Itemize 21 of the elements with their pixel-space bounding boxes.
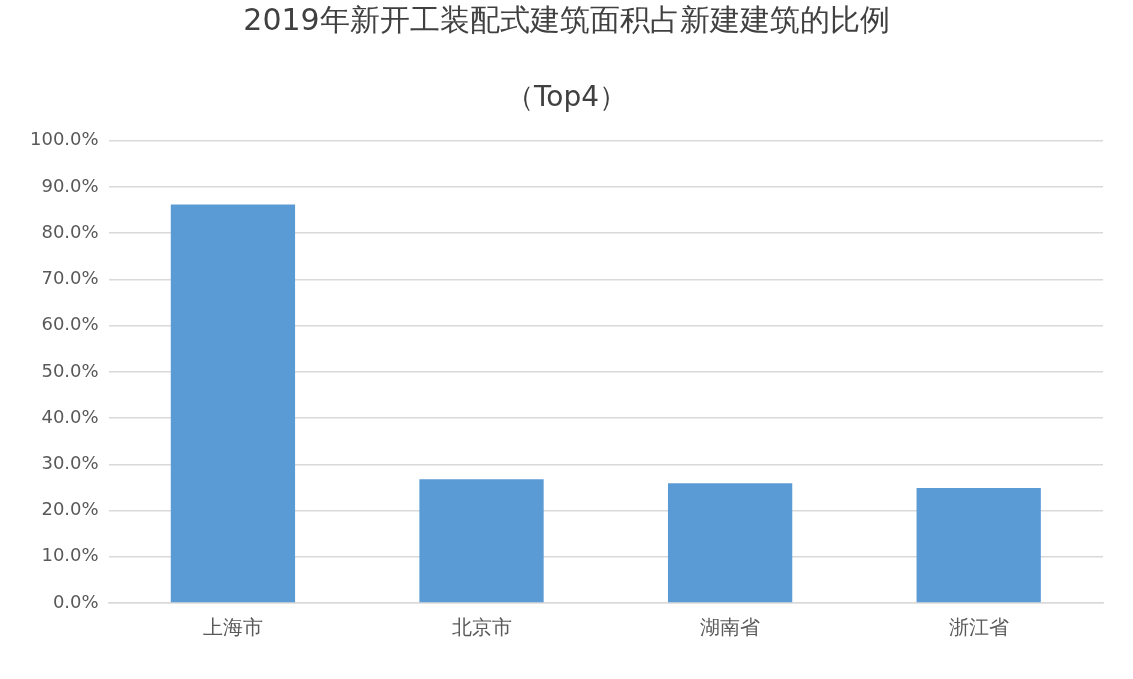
x-tick-label: 上海市 [202,615,263,640]
y-tick-label: 100.0% [29,128,99,150]
bar [419,479,544,603]
y-tick-label: 30.0% [41,452,99,474]
y-tick-label: 70.0% [41,267,99,289]
y-tick-label: 0.0% [52,590,99,612]
bar [916,487,1041,603]
y-tick-label: 10.0% [41,544,99,566]
y-tick-label: 40.0% [41,405,99,427]
x-tick-label: 北京市 [451,615,512,640]
y-tick-label: 20.0% [41,498,99,520]
x-tick-label: 浙江省 [948,615,1009,640]
chart-subtitle: （Top4） [504,79,629,115]
y-tick-label: 60.0% [41,313,99,335]
y-tick-label: 90.0% [41,174,99,196]
bar [170,204,296,603]
chart-title: 2019年新开工装配式建筑面积占新建建筑的比例 [242,1,891,39]
y-tick-label: 80.0% [41,220,99,242]
y-tick-label: 50.0% [41,359,99,381]
bar [667,483,793,603]
x-tick-label: 湖南省 [700,615,761,640]
